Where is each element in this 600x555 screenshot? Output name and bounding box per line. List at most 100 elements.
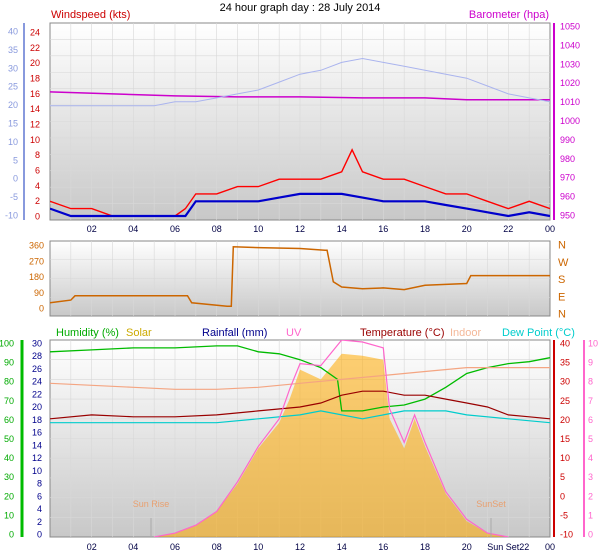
humidity-label: Humidity (%) xyxy=(56,327,119,339)
x-tick-label: 10 xyxy=(253,542,263,552)
uv-tick: 6 xyxy=(588,415,593,425)
rainfall-label: Rainfall (mm) xyxy=(202,327,267,339)
sunset-annotation: SunSet xyxy=(476,499,506,509)
wind-dir-tick: 270 xyxy=(29,256,44,266)
uv-tick: 0 xyxy=(588,530,593,540)
x-tick-label: 20 xyxy=(462,224,472,234)
rainfall-tick: 26 xyxy=(32,364,42,374)
wind-dir-tick: 360 xyxy=(29,241,44,251)
humidity-tick: 40 xyxy=(4,453,14,463)
temperature-tick: 15 xyxy=(560,434,570,444)
temperature-label: Temperature (°C) xyxy=(360,327,444,339)
wind-inner-tick: 12 xyxy=(30,120,40,130)
dew-point-label: Dew Point (°C) xyxy=(502,327,575,339)
wind-inner-tick: 0 xyxy=(35,212,40,222)
humidity-tick: 30 xyxy=(4,472,14,482)
rainfall-tick: 28 xyxy=(32,351,42,361)
barometer-line xyxy=(50,91,550,101)
x-tick-label: 14 xyxy=(337,542,347,552)
wind-dir-tick: 180 xyxy=(29,272,44,282)
wind-inner-tick: 24 xyxy=(30,28,40,38)
wind_avg-line xyxy=(50,192,550,218)
x-tick-label: 14 xyxy=(337,224,347,234)
temperature-tick: -5 xyxy=(560,510,568,520)
rainfall-tick: 22 xyxy=(32,389,42,399)
x-tick-label: 00 xyxy=(545,224,555,234)
x-tick-label: 16 xyxy=(378,542,388,552)
sunrise-annotation: Sun Rise xyxy=(133,499,170,509)
barometer-tick: 970 xyxy=(560,173,575,183)
rainfall-tick: 0 xyxy=(37,530,42,540)
wind-left-tick: 20 xyxy=(8,100,18,110)
x-tick-label: 08 xyxy=(212,542,222,552)
wind-inner-tick: 16 xyxy=(30,89,40,99)
x-tick-label: 02 xyxy=(87,542,97,552)
uv-label: UV xyxy=(286,327,302,339)
wind-inner-tick: 22 xyxy=(30,43,40,53)
wind-left-tick: 10 xyxy=(8,137,18,147)
barometer-tick: 980 xyxy=(560,154,575,164)
indoor-label: Indoor xyxy=(450,327,482,339)
humidity-tick: 50 xyxy=(4,434,14,444)
wind-inner-tick: 6 xyxy=(35,166,40,176)
humidity-tick: 0 xyxy=(9,530,14,540)
barometer-tick: 1010 xyxy=(560,97,580,107)
wind-inner-tick: 14 xyxy=(30,104,40,114)
rainfall-tick: 18 xyxy=(32,415,42,425)
barometer-tick: 990 xyxy=(560,135,575,145)
compass-tick: S xyxy=(558,274,565,286)
rainfall-tick: 20 xyxy=(32,402,42,412)
baro_hi-line xyxy=(50,57,550,107)
temperature-tick: 40 xyxy=(560,339,570,349)
wind-inner-tick: 20 xyxy=(30,58,40,68)
rainfall-tick: 8 xyxy=(37,479,42,489)
uv-tick: 7 xyxy=(588,396,593,406)
rainfall-tick: 12 xyxy=(32,453,42,463)
uv-tick: 2 xyxy=(588,491,593,501)
temperature-tick: 35 xyxy=(560,358,570,368)
wind-inner-tick: 10 xyxy=(30,135,40,145)
humidity-tick: 80 xyxy=(4,377,14,387)
compass-tick: E xyxy=(558,291,565,303)
x-tick-label: 12 xyxy=(295,542,305,552)
temperature-line xyxy=(50,390,550,420)
wind-left-tick: 35 xyxy=(8,45,18,55)
chart-title: 24 hour graph day : 28 July 2014 xyxy=(220,2,381,14)
sunset-x-label: Sun Set22 xyxy=(487,542,529,552)
humidity-tick: 70 xyxy=(4,396,14,406)
temperature-tick: 25 xyxy=(560,396,570,406)
humidity-tick: 100 xyxy=(0,339,14,349)
barometer-tick: 1000 xyxy=(560,116,580,126)
x-tick-label: 04 xyxy=(128,224,138,234)
wind-left-tick: 5 xyxy=(13,155,18,165)
rainfall-tick: 30 xyxy=(32,339,42,349)
rainfall-tick: 24 xyxy=(32,377,42,387)
compass-tick: N xyxy=(558,309,566,321)
barometer-tick: 1020 xyxy=(560,78,580,88)
rainfall-tick: 4 xyxy=(37,504,42,514)
wind-inner-tick: 4 xyxy=(35,181,40,191)
compass-tick: W xyxy=(558,257,569,269)
x-tick-label: 02 xyxy=(87,224,97,234)
uv-line xyxy=(154,340,509,537)
wind-left-tick: -5 xyxy=(10,192,18,202)
wind-left-tick: -10 xyxy=(5,211,18,221)
x-tick-label: 06 xyxy=(170,224,180,234)
wind-dir-tick: 90 xyxy=(34,288,44,298)
x-tick-label: 06 xyxy=(170,542,180,552)
wind-baro-panel: Windspeed (kts) Barometer (hpa) 40353025… xyxy=(5,9,580,234)
uv-tick: 1 xyxy=(588,510,593,520)
wind-left-tick: 0 xyxy=(13,174,18,184)
x-tick-label: 04 xyxy=(128,542,138,552)
wind-inner-tick: 2 xyxy=(35,196,40,206)
x-tick-label: 22 xyxy=(503,224,513,234)
barometer-tick: 1040 xyxy=(560,40,580,50)
temperature-tick: -10 xyxy=(560,530,573,540)
rainfall-tick: 14 xyxy=(32,440,42,450)
humidity-tick: 10 xyxy=(4,510,14,520)
solar-area xyxy=(154,353,509,537)
uv-tick: 5 xyxy=(588,434,593,444)
uv-tick: 10 xyxy=(588,339,598,349)
